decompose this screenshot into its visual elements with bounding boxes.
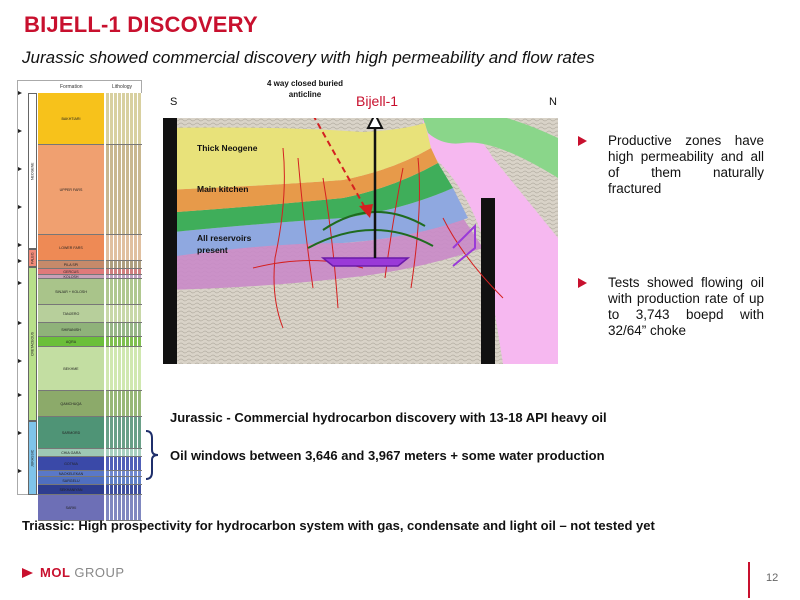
- formation-band: CHIA GARA: [38, 449, 104, 457]
- neogene-layer: [163, 123, 431, 190]
- neogene-label: Thick Neogene: [197, 143, 258, 153]
- lithology-band: [106, 337, 142, 347]
- seismic-cross-section: [163, 118, 558, 364]
- mol-logo-icon: [22, 567, 33, 578]
- kitchen-label: Main kitchen: [197, 184, 249, 194]
- south-label: S: [170, 96, 178, 108]
- reservoirs-label: All reservoirs present: [197, 233, 252, 255]
- formation-band: SARMORD: [38, 417, 104, 449]
- formation-band: SHIRANISH: [38, 323, 104, 337]
- column-tick: [18, 205, 22, 209]
- lithology-band: [106, 471, 142, 477]
- column-tick: [18, 281, 22, 285]
- formation-band: BEKHME: [38, 347, 104, 391]
- bullet-text: Productive zones have high permeability …: [608, 133, 764, 196]
- lithology-band: [106, 417, 142, 449]
- formation-band: UPPER FARS: [38, 145, 104, 235]
- formation-band: KOLOSH: [38, 275, 104, 279]
- bullet-arrow-icon: [578, 278, 587, 288]
- slide-title: BIJELL-1 DISCOVERY: [24, 12, 258, 37]
- formation-band: QAMCHUQA: [38, 391, 104, 417]
- bullet-arrow-icon: [578, 136, 587, 146]
- purple-layer: [163, 218, 483, 290]
- stratigraphic-column: Formation Lithology BAKHTIARI UPPER FARS L…: [17, 80, 142, 521]
- brand-group: GROUP: [74, 565, 125, 580]
- lithology-header: Lithology: [112, 84, 133, 90]
- formation-band: SARGELU: [38, 477, 104, 485]
- lithology-band: [106, 269, 142, 275]
- formation-band: SINJAR + KOLOSH: [38, 279, 104, 305]
- lithology-band: [106, 477, 142, 485]
- bracket-icon: [145, 430, 159, 480]
- formation-band: BAKHTIARI: [38, 93, 104, 145]
- bullet-text: Tests showed flowing oil with production…: [608, 275, 764, 338]
- mol-group-logo: MOL GROUP: [22, 565, 125, 580]
- lithology-band: [106, 391, 142, 417]
- page-separator: [748, 562, 750, 598]
- north-green-layer: [422, 118, 558, 178]
- well-label: Bijell-1: [356, 93, 399, 109]
- column-tick: [18, 321, 22, 325]
- lithology-band: [106, 485, 142, 495]
- lithology-band: [106, 275, 142, 279]
- lithology-band: [106, 323, 142, 337]
- north-label: N: [549, 96, 557, 108]
- lithology-band: [106, 449, 142, 457]
- formation-band: GOTNIA: [38, 457, 104, 471]
- era-band: PALEO.: [28, 249, 37, 267]
- closure-label: 4 way closed buried anticline: [266, 79, 344, 99]
- lithology-band: [106, 261, 142, 269]
- column-tick: [18, 469, 22, 473]
- column-tick: [18, 167, 22, 171]
- page-number: 12: [766, 572, 779, 584]
- brand-mol: MOL: [40, 565, 71, 580]
- orange-layer: [163, 148, 438, 213]
- blue-layer: [163, 188, 468, 258]
- column-tick: [18, 243, 22, 247]
- formation-header: Formation: [60, 84, 83, 90]
- column-tick: [18, 91, 22, 95]
- lithology-band: [106, 495, 142, 521]
- era-band: CRETACEOUS: [28, 267, 37, 421]
- bullet-permeability: Productive zones have high permeability …: [578, 133, 764, 197]
- jurassic-note: Jurassic - Commercial hydrocarbon discov…: [170, 410, 607, 425]
- lithology-band: [106, 457, 142, 471]
- era-band: NEOGENE: [28, 93, 37, 249]
- slide-subtitle: Jurassic showed commercial discovery wit…: [22, 48, 595, 67]
- strat-header: Formation Lithology: [18, 81, 141, 93]
- triassic-note: Triassic: High prospectivity for hydroca…: [22, 518, 655, 533]
- column-tick: [18, 129, 22, 133]
- formation-band: LOWER FARS: [38, 235, 104, 261]
- column-tick: [18, 431, 22, 435]
- era-band: JURASSIC: [28, 421, 37, 495]
- lithology-band: [106, 305, 142, 323]
- column-tick: [18, 359, 22, 363]
- lithology-band: [106, 93, 142, 145]
- bullet-production: Tests showed flowing oil with production…: [578, 275, 764, 339]
- lithology-band: [106, 347, 142, 391]
- lithology-band: [106, 235, 142, 261]
- formation-band: SEKHANIYAN: [38, 485, 104, 495]
- formation-band: SARKI: [38, 495, 104, 521]
- column-tick: [18, 393, 22, 397]
- green-layer: [163, 163, 453, 233]
- formation-band: NAOKELEKAN: [38, 471, 104, 477]
- lithology-band: [106, 279, 142, 305]
- oil-windows-note: Oil windows between 3,646 and 3,967 mete…: [170, 448, 605, 463]
- formation-band: AQRA: [38, 337, 104, 347]
- lithology-band: [106, 145, 142, 235]
- formation-band: PILA SPI: [38, 261, 104, 269]
- formation-band: GERCUS: [38, 269, 104, 275]
- formation-band: TANJERO: [38, 305, 104, 323]
- column-tick: [18, 259, 22, 263]
- well-arrow: [366, 118, 384, 129]
